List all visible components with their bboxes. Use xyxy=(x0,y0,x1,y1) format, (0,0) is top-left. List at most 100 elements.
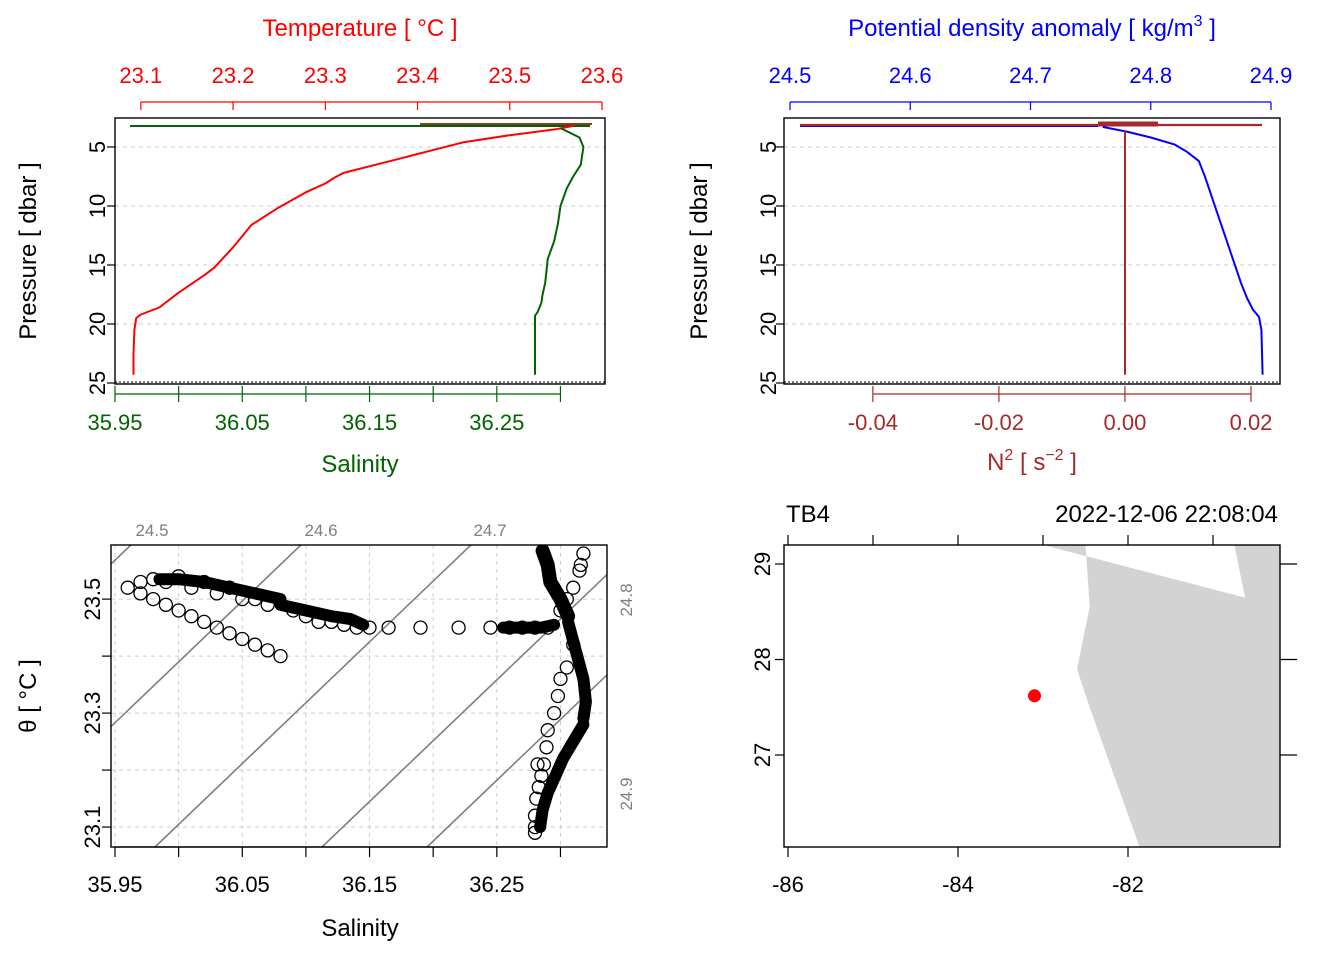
ts-point xyxy=(362,620,377,635)
ts-point xyxy=(196,614,212,630)
ts-point xyxy=(273,648,288,664)
p2-axes: 5 10 15 20 25 24.5 24.6 24.7 24.8 24.9 -0.04 -0.02 0… xyxy=(756,63,1292,435)
p4-datetime-label: 2022-12-06 22:08:04 xyxy=(1055,501,1278,528)
ts-diagram-panel: 35.95 36.05 36.15 36.25 23.1 23.3 23.5 24.5 24.6… xyxy=(15,521,636,942)
p4-frame xyxy=(783,544,1281,848)
ts-point xyxy=(120,580,135,595)
ts-point xyxy=(483,620,498,635)
p3-y-tick-label: 23.3 xyxy=(80,692,105,735)
p3-x-tick-label: 36.25 xyxy=(469,872,524,897)
p2-y-tick-label: 25 xyxy=(756,371,781,395)
p1-y-axis-title: Pressure [ dbar ] xyxy=(15,162,42,339)
p2-bottom-tick-label: 0.00 xyxy=(1104,410,1147,435)
p2-bottom-tick-label: -0.04 xyxy=(848,410,898,435)
ts-point xyxy=(573,557,588,573)
isopycnal-label: 24.7 xyxy=(473,521,506,540)
p2-series xyxy=(800,121,1264,375)
ts-point xyxy=(527,808,543,823)
ts-point xyxy=(540,723,555,738)
isopycnal-label: 24.6 xyxy=(304,521,337,540)
ts-point xyxy=(559,660,574,675)
p3-y-axis-title: θ [ °C ] xyxy=(15,659,42,733)
p2-bottom-axis-title: N2 [ s−2 ] xyxy=(987,447,1077,476)
ts-point xyxy=(451,620,466,635)
ts-point xyxy=(530,757,545,772)
temperature-series xyxy=(132,124,575,375)
ts-dense-trail xyxy=(562,615,592,725)
p4-y-tick-label: 29 xyxy=(750,552,775,576)
ts-point xyxy=(196,574,212,590)
p2-y-tick-label: 10 xyxy=(756,194,781,218)
p1-y-tick-label: 25 xyxy=(85,371,110,395)
p1-bottom-tick-label: 36.05 xyxy=(215,410,270,435)
ts-point xyxy=(222,580,237,595)
ts-point xyxy=(209,586,224,601)
ts-point xyxy=(559,591,574,607)
ts-point xyxy=(413,620,428,635)
p2-top-tick-label: 24.5 xyxy=(769,63,812,88)
ts-point xyxy=(133,586,148,601)
p3-axes: 35.95 36.05 36.15 36.25 23.1 23.3 23.5 24.5 24.6… xyxy=(80,521,636,897)
p4-station-label: TB4 xyxy=(786,501,830,528)
p1-bottom-tick-label: 36.25 xyxy=(469,410,524,435)
p2-y-tick-label: 15 xyxy=(756,253,781,277)
p4-x-tick-label: -86 xyxy=(772,872,804,897)
p1-y-tick-label: 5 xyxy=(85,141,110,153)
p2-grid xyxy=(784,146,1280,384)
ts-point xyxy=(298,609,314,624)
ts-point xyxy=(540,620,555,635)
ts-point xyxy=(546,705,562,721)
ts-dense-trail xyxy=(534,718,590,834)
p2-top-tick-label: 24.6 xyxy=(889,63,932,88)
p2-y-tick-label: 20 xyxy=(756,312,781,336)
isopycnal-label: 24.5 xyxy=(135,521,168,540)
p3-x-tick-label: 35.95 xyxy=(87,872,142,897)
ts-point xyxy=(531,780,546,795)
ts-point xyxy=(286,603,301,618)
ts-point xyxy=(209,620,224,635)
p1-top-axis-title: Temperature [ °C ] xyxy=(263,15,458,42)
p2-top-axis-title: Potential density anomaly [ kg/m3 ] xyxy=(848,13,1216,42)
p2-bottom-tick-label: 0.02 xyxy=(1230,410,1273,435)
p2-top-tick-label: 24.7 xyxy=(1009,63,1052,88)
ts-point xyxy=(553,671,568,687)
p1-bottom-tick-label: 35.95 xyxy=(87,410,142,435)
ts-point xyxy=(536,757,552,772)
ts-point xyxy=(222,626,237,641)
p1-top-tick-label: 23.5 xyxy=(488,63,531,88)
p2-y-axis-title: Pressure [ dbar ] xyxy=(686,162,713,339)
p2-top-tick-label: 24.8 xyxy=(1129,63,1172,88)
ts-point xyxy=(566,580,581,595)
ts-point xyxy=(171,603,186,618)
isopycnal-label: 24.8 xyxy=(617,583,636,616)
station-map-panel: -86 -84 -82 27 28 29 TB4 2022-12-06 22:08:04 xyxy=(750,501,1297,897)
p1-bottom-axis-title: Salinity xyxy=(321,451,398,478)
ts-dense-trail xyxy=(274,598,370,631)
ts-dense-trail xyxy=(497,618,561,634)
ts-point xyxy=(539,740,554,755)
ts-point xyxy=(146,591,161,607)
ts-point xyxy=(529,791,544,806)
p2-y-tick-label: 5 xyxy=(756,141,781,153)
ts-point xyxy=(576,546,591,561)
density-series xyxy=(1102,125,1264,375)
p1-top-tick-label: 23.2 xyxy=(212,63,255,88)
temperature-salinity-panel: 5 10 15 20 25 23.1 23.2 23.3 23.4 23.5 23.6 35.95 36… xyxy=(15,15,623,478)
p3-x-tick-label: 36.15 xyxy=(342,872,397,897)
ts-point xyxy=(553,603,568,618)
ts-point xyxy=(146,572,161,587)
ts-point xyxy=(260,597,275,612)
p1-frame xyxy=(114,117,606,385)
p4-x-tick-label: -82 xyxy=(1112,872,1144,897)
p3-y-tick-label: 23.1 xyxy=(80,806,105,849)
ts-point xyxy=(260,643,275,658)
isopycnal-line xyxy=(154,545,473,847)
p1-top-tick-label: 23.6 xyxy=(581,63,624,88)
p4-y-tick-label: 28 xyxy=(750,647,775,671)
p3-points xyxy=(120,545,592,840)
ts-point xyxy=(247,591,263,607)
p2-bottom-tick-label: -0.02 xyxy=(974,410,1024,435)
p1-y-tick-label: 10 xyxy=(85,194,110,218)
ts-point xyxy=(550,688,566,704)
